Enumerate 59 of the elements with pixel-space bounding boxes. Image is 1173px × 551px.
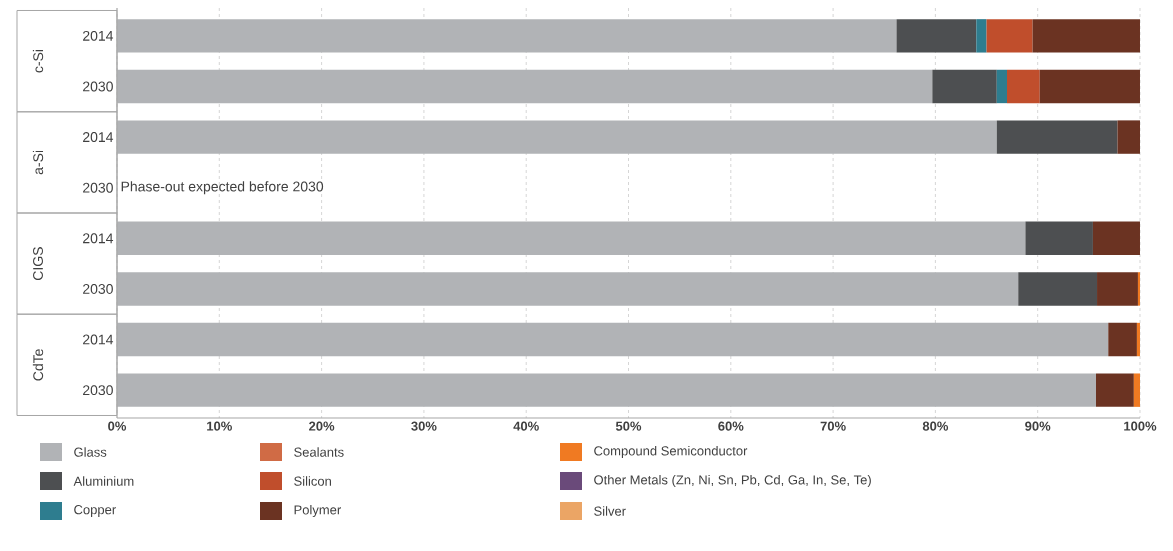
bar bbox=[117, 322, 1109, 357]
y-tick-label: 2014 bbox=[83, 30, 114, 41]
y-tick-label: 2014 bbox=[83, 233, 114, 244]
text: CdTe bbox=[32, 349, 44, 381]
bar bbox=[1117, 120, 1140, 154]
bar bbox=[896, 19, 977, 53]
x-tick-label: 60% bbox=[718, 421, 744, 431]
x-tick-label: 50% bbox=[615, 421, 642, 431]
x-tick-label: 40% bbox=[513, 421, 539, 431]
bar bbox=[117, 373, 1097, 407]
bar bbox=[1039, 69, 1140, 104]
bar bbox=[1097, 272, 1138, 306]
bar bbox=[1137, 272, 1140, 306]
legend-label: Copper bbox=[74, 505, 116, 517]
text: c-Si bbox=[32, 49, 44, 73]
x-tick-label: 30% bbox=[411, 421, 437, 431]
x-tick-label: 80% bbox=[922, 421, 949, 431]
y-tick-label: 2030 bbox=[83, 81, 113, 92]
legend-label: Polymer bbox=[294, 504, 341, 518]
x-tick-label: 90% bbox=[1025, 421, 1051, 431]
legend-label: Glass bbox=[74, 447, 107, 457]
bar bbox=[1136, 322, 1140, 357]
bar bbox=[1007, 69, 1040, 104]
bar bbox=[1133, 373, 1140, 407]
legend-label: Compound Semiconductor bbox=[594, 445, 748, 459]
bar bbox=[1018, 272, 1098, 306]
bar bbox=[1108, 322, 1137, 357]
y-tick-label: 2014 bbox=[83, 334, 114, 345]
y-tick-label: 2014 bbox=[83, 132, 114, 143]
legend-label: Other Metals (Zn, Ni, Sn, Pb, Cd, Ga, In, Se, Te) bbox=[594, 474, 871, 488]
bar bbox=[117, 120, 997, 154]
bar bbox=[996, 120, 1118, 154]
legend-label: Silicon bbox=[294, 476, 331, 486]
bar bbox=[117, 69, 933, 104]
text: CIGS bbox=[33, 247, 43, 280]
x-tick-label: 20% bbox=[309, 421, 335, 431]
legend-label: Sealants bbox=[294, 447, 344, 457]
bar bbox=[1092, 221, 1140, 256]
x-tick-label: 100% bbox=[1124, 421, 1157, 431]
bar bbox=[117, 221, 1026, 256]
bar bbox=[996, 69, 1007, 104]
y-tick-label: 2030 bbox=[83, 385, 113, 396]
bar bbox=[1025, 221, 1093, 256]
bar bbox=[1032, 19, 1140, 53]
x-tick-label: 70% bbox=[820, 421, 846, 431]
bar bbox=[117, 272, 1019, 306]
bar bbox=[976, 19, 987, 53]
y-tick-label: 2030 bbox=[83, 283, 113, 294]
text: a-Si bbox=[32, 150, 44, 175]
y-tick-label: 2030 bbox=[83, 182, 113, 193]
bar bbox=[117, 19, 897, 53]
legend-label: Aluminium bbox=[73, 476, 134, 486]
legend-label: Silver bbox=[594, 506, 626, 516]
bar bbox=[1096, 373, 1134, 407]
x-tick-label: 0% bbox=[108, 421, 127, 431]
x-tick-label: 10% bbox=[207, 421, 232, 431]
annotation: Phase-out expected before 2030 bbox=[121, 181, 324, 195]
bar bbox=[932, 69, 997, 104]
bar bbox=[986, 19, 1033, 53]
